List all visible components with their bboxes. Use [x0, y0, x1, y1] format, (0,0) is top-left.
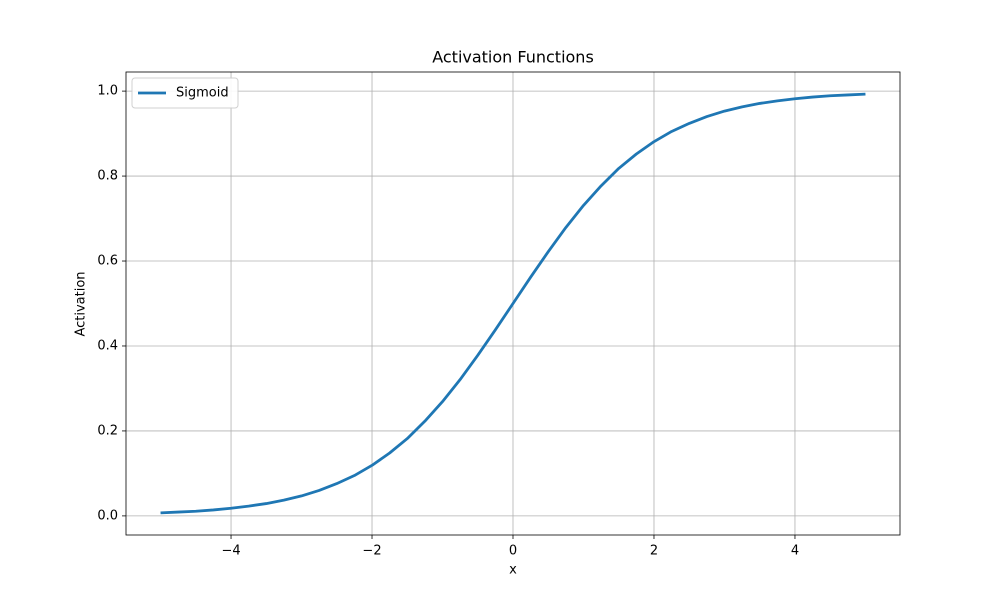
- x-tick-label: −4: [221, 544, 240, 559]
- y-tick-label: 0.2: [97, 423, 118, 438]
- legend: Sigmoid: [131, 77, 239, 109]
- y-tick-label: 0.6: [97, 254, 118, 269]
- y-tick-label: 0.8: [97, 169, 118, 184]
- legend-label: Sigmoid: [176, 86, 229, 101]
- x-tick-label: −2: [362, 544, 381, 559]
- y-axis-label: Activation: [74, 271, 89, 336]
- plot-frame: [125, 71, 901, 536]
- chart-title: Activation Functions: [432, 48, 594, 67]
- y-tick-label: 1.0: [97, 84, 118, 99]
- y-tick-label: 0.4: [97, 338, 118, 353]
- line-series: [160, 92, 866, 515]
- x-axis-label: x: [509, 563, 517, 578]
- legend-box: [131, 77, 239, 109]
- y-tick-label: 0.0: [97, 508, 118, 523]
- x-tick-label: 2: [650, 544, 658, 559]
- x-tick-label: 4: [791, 544, 799, 559]
- x-tick-label: 0: [509, 544, 517, 559]
